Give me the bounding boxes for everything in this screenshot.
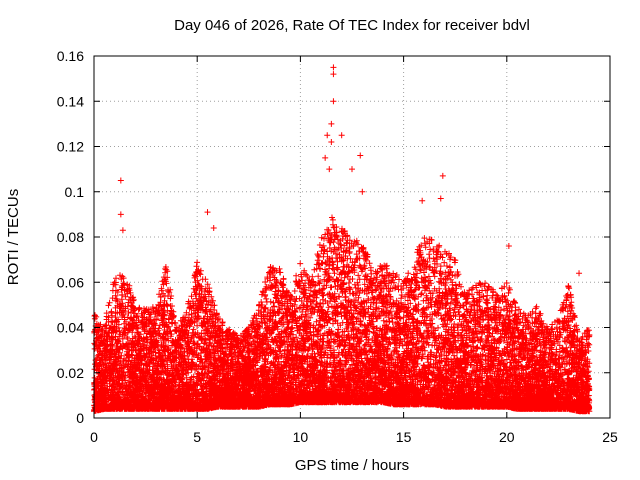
data-points — [91, 64, 593, 415]
y-tick-label: 0.08 — [57, 229, 84, 245]
data-point — [322, 154, 329, 161]
data-point — [437, 195, 444, 202]
data-point — [357, 152, 364, 159]
data-point — [210, 224, 217, 231]
grid-lines — [94, 56, 610, 418]
y-tick-label: 0.06 — [57, 274, 84, 290]
x-tick-label: 25 — [602, 429, 618, 445]
data-point — [117, 211, 124, 218]
y-tick-label: 0.1 — [65, 184, 85, 200]
y-tick-labels: 0 0.02 0.04 0.06 0.08 0.1 0.12 0.14 0.16 — [57, 48, 84, 426]
data-point — [349, 166, 355, 173]
x-axis-label: GPS time / hours — [295, 457, 409, 474]
data-point — [576, 270, 583, 277]
data-point — [326, 166, 333, 173]
data-point — [359, 188, 366, 195]
x-tick-label: 5 — [193, 429, 201, 445]
data-point — [505, 243, 512, 250]
data-point — [117, 177, 124, 184]
chart-title: Day 046 of 2026, Rate Of TEC Index for r… — [174, 17, 530, 34]
data-point — [204, 209, 211, 216]
x-tick-label: 10 — [293, 429, 309, 445]
y-tick-label: 0.16 — [57, 48, 84, 64]
y-axis-label: ROTI / TECUs — [5, 189, 22, 285]
x-tick-label: 20 — [499, 429, 515, 445]
data-point — [328, 120, 335, 127]
data-point — [324, 132, 331, 139]
data-point — [439, 172, 446, 179]
data-point — [330, 71, 337, 78]
data-point — [338, 132, 345, 139]
data-point — [419, 197, 426, 204]
x-tick-label: 0 — [90, 429, 98, 445]
data-point — [119, 227, 126, 234]
y-tick-label: 0.12 — [57, 139, 84, 155]
axis-ticks — [93, 55, 611, 419]
y-tick-label: 0.04 — [57, 320, 84, 336]
y-tick-label: 0.14 — [57, 93, 84, 109]
data-point — [330, 98, 337, 105]
data-point — [330, 64, 337, 71]
scatter-cloud — [91, 214, 593, 415]
y-tick-label: 0.02 — [57, 365, 84, 381]
x-tick-label: 15 — [396, 429, 412, 445]
x-tick-labels: 0 5 10 15 20 25 — [90, 429, 618, 445]
y-tick-label: 0 — [76, 410, 84, 426]
data-point — [328, 138, 335, 145]
